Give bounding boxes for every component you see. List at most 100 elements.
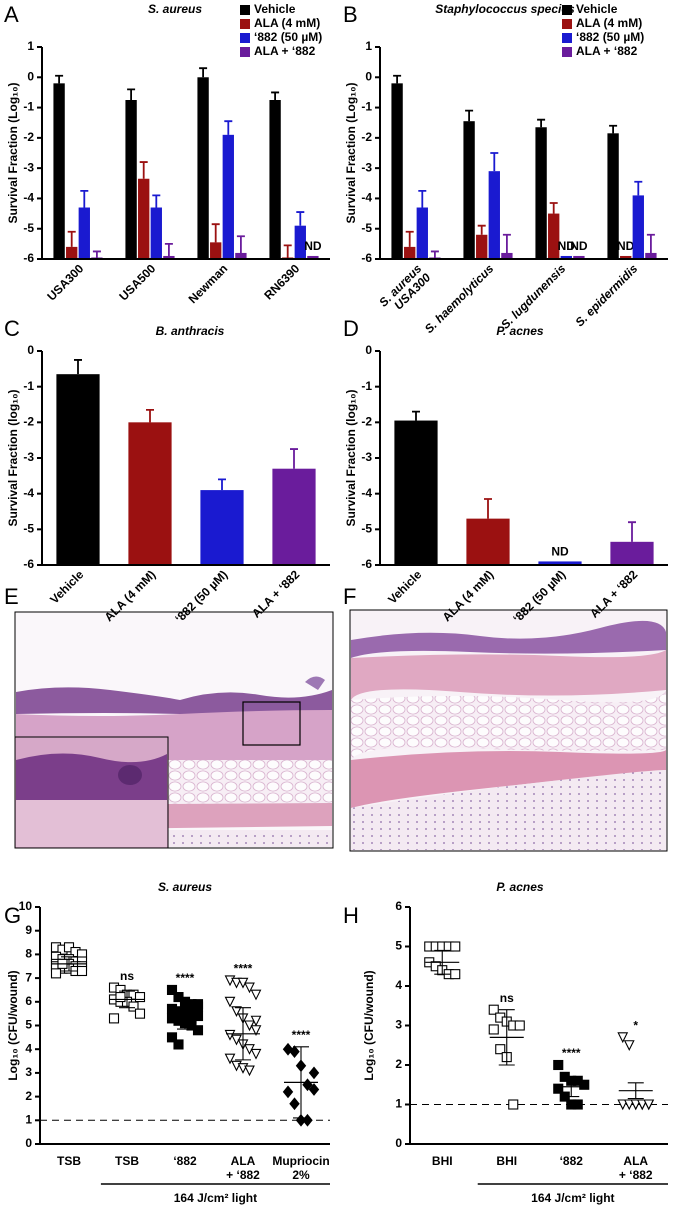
y-tick-label: -2 bbox=[361, 415, 372, 429]
y-tick-label: 4 bbox=[25, 1041, 32, 1055]
x-tick-label: 2% bbox=[292, 1168, 310, 1182]
point bbox=[250, 1048, 262, 1060]
value-label: ND bbox=[551, 545, 569, 559]
bar bbox=[476, 234, 488, 259]
error-bar bbox=[465, 109, 474, 122]
y-tick-label: -3 bbox=[361, 450, 372, 464]
y-tick-label: 1 bbox=[27, 39, 34, 53]
point bbox=[450, 969, 461, 980]
bar bbox=[294, 225, 306, 259]
point bbox=[514, 1020, 525, 1031]
chart-title: Staphylococcus species bbox=[435, 2, 575, 16]
error-bar bbox=[477, 224, 486, 235]
y-axis-label: Log₁₀ (CFU/wound) bbox=[6, 970, 20, 1080]
sd-bar bbox=[119, 990, 135, 1009]
y-tick-label: 0 bbox=[27, 69, 34, 83]
point bbox=[623, 1040, 635, 1051]
bar bbox=[488, 171, 500, 259]
point bbox=[128, 1001, 139, 1012]
bar bbox=[501, 252, 513, 259]
error-bar bbox=[55, 74, 64, 84]
bar bbox=[573, 255, 585, 259]
sd-bar bbox=[563, 1076, 580, 1098]
point bbox=[636, 1099, 648, 1111]
sd-bar bbox=[434, 949, 451, 975]
bar bbox=[78, 207, 90, 259]
x-tick-label: ‘882 bbox=[173, 1154, 197, 1168]
x-tick-label: BHI bbox=[496, 1154, 517, 1168]
sd-bar bbox=[177, 1000, 193, 1030]
legend-label: ALA (4 mM) bbox=[576, 16, 642, 30]
x-tick-label: S. lugdunensis bbox=[498, 261, 568, 331]
point bbox=[134, 992, 146, 1003]
y-tick-label: -1 bbox=[361, 379, 372, 393]
significance-label: * bbox=[633, 1019, 638, 1033]
y-tick-label: 5 bbox=[395, 939, 402, 953]
x-tick-label: ALA bbox=[623, 1154, 648, 1168]
y-tick-label: 0 bbox=[395, 1136, 402, 1150]
value-label: ND bbox=[617, 239, 635, 253]
y-axis-label: Survival Fraction (Log₁₀) bbox=[344, 82, 358, 223]
y-tick-label: 5 bbox=[25, 1018, 32, 1032]
value-label: ND bbox=[304, 239, 322, 253]
legend-label: Vehicle bbox=[576, 2, 618, 16]
y-axis-label: Log₁₀ (CFU/wound) bbox=[362, 970, 376, 1080]
chart-title: B. anthracis bbox=[156, 324, 225, 338]
y-tick-label: 2 bbox=[395, 1057, 402, 1071]
point bbox=[192, 1025, 204, 1036]
point bbox=[630, 1099, 642, 1111]
point bbox=[244, 982, 255, 994]
significance-label: **** bbox=[176, 971, 195, 985]
panel-letter: A bbox=[4, 2, 19, 27]
x-tick-label: Mupriocin bbox=[272, 1154, 329, 1168]
point bbox=[76, 965, 88, 977]
point bbox=[553, 1083, 564, 1094]
x-tick-label: + ‘882 bbox=[226, 1168, 260, 1182]
bar bbox=[138, 178, 150, 259]
sd-bar bbox=[498, 1009, 515, 1066]
value-label: ND bbox=[570, 239, 588, 253]
y-tick-label: 1 bbox=[25, 1112, 32, 1126]
significance-label: ns bbox=[120, 969, 134, 983]
y-axis-label: Survival Fraction (Log₁₀) bbox=[6, 82, 20, 223]
panel-letter: F bbox=[343, 584, 356, 609]
x-tick-label: USA500 bbox=[116, 261, 158, 303]
bar bbox=[535, 127, 547, 259]
x-tick-label: Newman bbox=[186, 261, 231, 306]
chart-title: P. acnes bbox=[496, 324, 543, 338]
value-label: ND bbox=[558, 239, 576, 253]
y-tick-label: 9 bbox=[25, 923, 32, 937]
point bbox=[173, 1039, 184, 1050]
y-tick-label: -5 bbox=[23, 221, 34, 235]
point bbox=[50, 968, 62, 979]
error-bar bbox=[146, 408, 154, 423]
legend-label: ALA + ‘882 bbox=[254, 44, 316, 58]
error-bar bbox=[224, 120, 233, 135]
y-tick-label: -6 bbox=[361, 251, 372, 265]
y-tick-label: -1 bbox=[23, 100, 34, 114]
error-bar bbox=[199, 67, 208, 78]
legend-swatch bbox=[562, 47, 572, 57]
bar bbox=[125, 100, 137, 259]
y-tick-label: -6 bbox=[23, 557, 34, 571]
y-tick-label: 1 bbox=[395, 1097, 402, 1111]
bar bbox=[269, 100, 281, 259]
point bbox=[623, 1099, 635, 1111]
point bbox=[508, 1099, 519, 1110]
legend-label: ALA + ‘882 bbox=[576, 44, 638, 58]
legend-label: Vehicle bbox=[254, 2, 296, 16]
point bbox=[450, 941, 461, 952]
legend-swatch bbox=[240, 33, 250, 43]
point bbox=[224, 1053, 236, 1065]
point bbox=[244, 1065, 255, 1077]
legend-swatch bbox=[562, 33, 572, 43]
histology-e bbox=[13, 611, 334, 849]
x-tick-label: BHI bbox=[432, 1154, 453, 1168]
y-tick-label: -4 bbox=[23, 191, 34, 205]
significance-label: **** bbox=[234, 962, 253, 976]
error-bar bbox=[211, 223, 220, 243]
y-tick-label: 1 bbox=[365, 39, 372, 53]
panel-letter: D bbox=[343, 316, 359, 341]
bar bbox=[128, 422, 172, 565]
